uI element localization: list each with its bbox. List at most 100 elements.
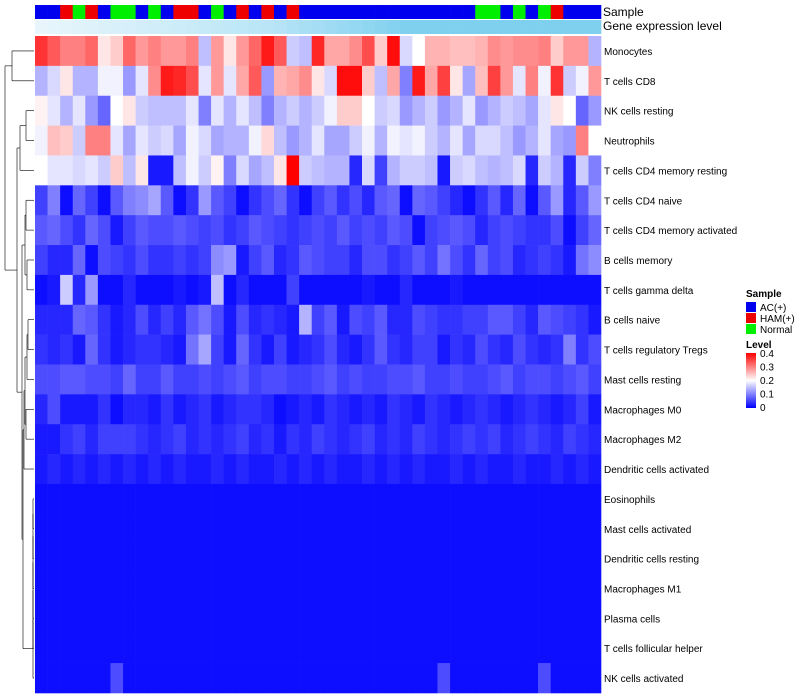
heatmap-cell (211, 633, 224, 664)
heatmap-cell (450, 304, 463, 335)
heatmap-cell (424, 663, 438, 694)
heatmap-cell (273, 304, 287, 335)
heatmap-cell (123, 185, 136, 216)
heatmap-cell (60, 394, 74, 425)
sample-annotation-cell (35, 5, 48, 19)
gene-expression-annotation-cell (362, 20, 375, 34)
heatmap-cell (538, 155, 551, 186)
heatmap-cell (261, 65, 275, 97)
heatmap-cell (462, 65, 476, 97)
heatmap-cell (588, 334, 602, 365)
heatmap-cell (198, 513, 212, 544)
heatmap-cell (588, 125, 602, 156)
gene-expression-annotation-cell (349, 20, 363, 34)
heatmap-cell (462, 36, 476, 67)
heatmap-cell (374, 603, 388, 634)
heatmap-cell (324, 304, 338, 335)
heatmap-cell (336, 364, 350, 395)
level-tick-label: 0.3 (760, 363, 774, 374)
heatmap-cell (349, 155, 363, 186)
heatmap-cell (311, 543, 325, 574)
heatmap-cell (223, 454, 237, 485)
heatmap-cell (575, 36, 589, 67)
heatmap-cell (60, 364, 74, 395)
heatmap-cell (160, 483, 174, 515)
heatmap-cell (72, 364, 86, 395)
heatmap-cell (273, 155, 287, 186)
heatmap-cell (198, 125, 212, 156)
heatmap-cell (550, 65, 564, 97)
heatmap-cell (110, 125, 124, 156)
heatmap-cell (336, 125, 350, 156)
heatmap-cell (374, 304, 388, 335)
heatmap-cell (223, 364, 237, 395)
gene-expression-annotation-cell (261, 20, 275, 34)
heatmap-cell (424, 215, 438, 246)
heatmap-cell (336, 573, 350, 604)
heatmap-cell (123, 95, 136, 126)
heatmap-cell (437, 424, 451, 455)
heatmap-cell (97, 603, 111, 634)
heatmap-cell (185, 394, 199, 425)
heatmap-cell (85, 663, 99, 694)
heatmap-cell (538, 394, 551, 425)
sample-annotation-cell (60, 5, 74, 19)
heatmap-cell (97, 394, 111, 425)
heatmap-cell (85, 304, 99, 335)
heatmap-cell (97, 543, 111, 574)
heatmap-cell (311, 573, 325, 604)
gene-expression-annotation-cell (35, 20, 48, 34)
heatmap-cell (173, 424, 187, 455)
row-label: Mast cells resting (604, 375, 681, 386)
heatmap-cell (60, 334, 74, 365)
heatmap-cell (72, 454, 86, 485)
heatmap-cell (286, 483, 300, 515)
heatmap-cell (311, 663, 325, 694)
heatmap-cell (475, 245, 489, 276)
heatmap-cell (374, 663, 388, 694)
heatmap-cell (399, 543, 413, 574)
sample-annotation-cell (261, 5, 275, 19)
heatmap-cell (538, 603, 551, 634)
heatmap-cell (399, 274, 413, 306)
heatmap-cell (60, 573, 74, 604)
row-label: Monocytes (604, 47, 652, 58)
heatmap-cell (324, 125, 338, 156)
heatmap-cell (286, 454, 300, 485)
heatmap-cell (588, 185, 602, 216)
heatmap-cell (85, 633, 99, 664)
heatmap-cell (512, 215, 526, 246)
heatmap-cell (437, 274, 451, 306)
heatmap-cell (563, 274, 577, 306)
heatmap-cell (97, 245, 111, 276)
heatmap-cell (211, 155, 224, 186)
heatmap-cell (299, 364, 313, 395)
heatmap-cell (248, 543, 262, 574)
heatmap-cell (525, 663, 539, 694)
heatmap-cell (538, 513, 551, 544)
heatmap-cell (437, 603, 451, 634)
heatmap-cell (550, 633, 564, 664)
gene-expression-annotation-cell (311, 20, 325, 34)
heatmap-cell (575, 513, 589, 544)
sample-annotation-cell (424, 5, 438, 19)
heatmap-cell (123, 513, 136, 544)
heatmap-cell (512, 633, 526, 664)
heatmap-cell (273, 65, 287, 97)
heatmap-cell (475, 125, 489, 156)
heatmap-cell (538, 274, 551, 306)
heatmap-cell (525, 65, 539, 97)
heatmap-cell (248, 245, 262, 276)
heatmap-cell (236, 125, 250, 156)
heatmap-cell (72, 483, 86, 515)
heatmap-cell (475, 334, 489, 365)
heatmap-cell (412, 394, 426, 425)
heatmap-cell (563, 454, 577, 485)
heatmap-cell (588, 483, 602, 515)
heatmap-cell (123, 125, 136, 156)
heatmap-cell (236, 155, 250, 186)
heatmap-cell (450, 95, 463, 126)
heatmap-cell (135, 483, 149, 515)
heatmap-cell (525, 454, 539, 485)
heatmap-cell (47, 424, 61, 455)
